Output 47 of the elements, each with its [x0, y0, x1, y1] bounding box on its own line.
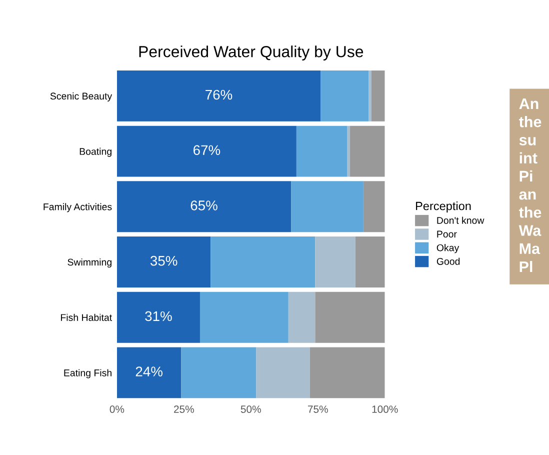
data-label: 31%: [145, 311, 172, 322]
bar: [116, 292, 200, 343]
bar: [288, 292, 316, 343]
bar: [368, 70, 372, 122]
y-tick-label: Swimming: [68, 258, 112, 268]
bar: [355, 236, 385, 288]
bar: [116, 126, 296, 177]
y-tick-label: Fish Habitat: [61, 314, 112, 321]
bar: [116, 236, 211, 288]
bar: [291, 181, 364, 232]
bar: [371, 70, 385, 122]
legend-title: Perception: [416, 202, 471, 213]
bar: [210, 236, 316, 288]
legend-label: Don't know: [437, 216, 484, 224]
bar: [116, 181, 292, 232]
y-tick-label: Eating Fish: [64, 369, 112, 378]
legend-label: Poor: [437, 230, 457, 238]
bar: [363, 181, 385, 232]
bar: [256, 347, 310, 398]
data-label: 76%: [206, 90, 232, 100]
text: An the su int Pi an the Wa Ma Pl: [518, 98, 542, 272]
bar: [347, 126, 350, 177]
x-tick-label: 50%: [240, 406, 261, 413]
data-label: 35%: [150, 256, 178, 266]
legend-label: Good: [436, 258, 460, 265]
y-tick-label: Family Activities: [44, 203, 112, 212]
bar: [200, 292, 288, 343]
bar: [116, 347, 182, 398]
bar: [315, 236, 356, 288]
bar: [296, 126, 348, 177]
x-tick-label: 0%: [110, 406, 124, 413]
chart-title: Perceived Water Quality by Use: [139, 46, 364, 60]
data-label: 67%: [193, 145, 220, 156]
y-tick-label: Boating: [80, 148, 112, 157]
bar: [310, 347, 385, 398]
data-label: 24%: [136, 366, 162, 376]
bar: [350, 126, 385, 177]
x-tick-label: 75%: [308, 406, 328, 413]
x-tick-label: 100%: [372, 406, 398, 413]
bar: [320, 70, 369, 122]
x-tick-label: 25%: [174, 406, 194, 413]
bar: [181, 347, 256, 398]
data-label: 65%: [190, 200, 218, 210]
bar: [315, 292, 385, 343]
legend-label: Okay: [436, 244, 460, 254]
bar: [116, 70, 321, 122]
y-tick-label: Scenic Beauty: [50, 92, 112, 102]
